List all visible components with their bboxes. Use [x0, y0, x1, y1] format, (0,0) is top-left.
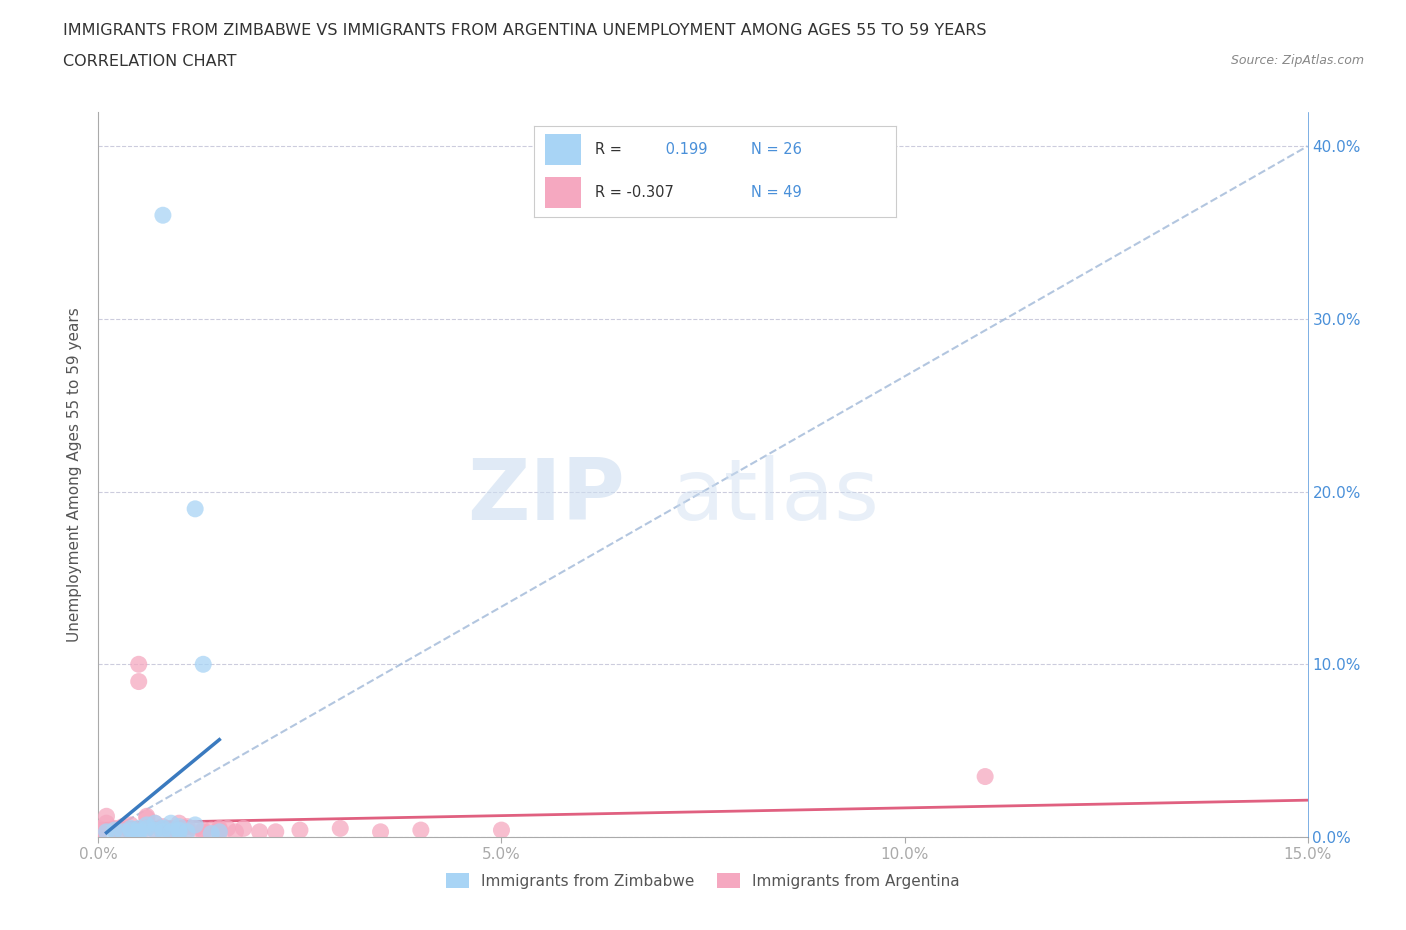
Point: [120, 824, 142, 839]
Text: CORRELATION CHART: CORRELATION CHART: [63, 54, 236, 69]
Text: ZIP: ZIP: [467, 455, 624, 538]
Point: [160, 821, 183, 836]
Point: [111, 824, 134, 839]
Point: [184, 821, 207, 836]
Point: [224, 824, 246, 839]
Text: Source: ZipAtlas.com: Source: ZipAtlas.com: [1230, 54, 1364, 67]
Point: [167, 816, 190, 830]
Point: [200, 826, 222, 841]
Point: [128, 657, 150, 671]
Point: [96, 824, 118, 839]
Point: [193, 657, 215, 671]
Point: [409, 823, 432, 838]
Point: [135, 821, 157, 836]
Point: [184, 817, 207, 832]
Point: [135, 809, 157, 824]
Point: [135, 817, 157, 832]
Point: [143, 816, 166, 830]
Point: [143, 816, 166, 830]
Point: [135, 821, 157, 836]
Point: [87, 823, 110, 838]
Point: [160, 824, 183, 839]
Point: [160, 816, 183, 830]
Point: [96, 816, 118, 830]
Point: [200, 823, 222, 838]
Point: [120, 817, 142, 832]
Point: [167, 823, 190, 838]
Point: [370, 824, 392, 839]
Point: [152, 824, 174, 839]
Y-axis label: Unemployment Among Ages 55 to 59 years: Unemployment Among Ages 55 to 59 years: [67, 307, 83, 642]
Point: [184, 501, 207, 516]
Text: atlas: atlas: [672, 455, 880, 538]
Point: [128, 674, 150, 689]
Point: [103, 823, 125, 838]
Point: [120, 821, 142, 836]
Point: [135, 811, 157, 826]
Point: [87, 821, 110, 836]
Point: [143, 823, 166, 838]
Point: [193, 824, 215, 839]
Point: [491, 823, 513, 838]
Point: [232, 821, 254, 836]
Point: [87, 826, 110, 841]
Point: [208, 821, 231, 836]
Point: [176, 824, 198, 839]
Point: [128, 824, 150, 839]
Point: [111, 823, 134, 838]
Point: [176, 819, 198, 834]
Point: [128, 826, 150, 841]
Point: [167, 824, 190, 839]
Point: [87, 824, 110, 839]
Point: [160, 824, 183, 839]
Point: [128, 821, 150, 836]
Text: IMMIGRANTS FROM ZIMBABWE VS IMMIGRANTS FROM ARGENTINA UNEMPLOYMENT AMONG AGES 55: IMMIGRANTS FROM ZIMBABWE VS IMMIGRANTS F…: [63, 23, 987, 38]
Point: [208, 823, 231, 838]
Point: [288, 823, 311, 838]
Point: [193, 823, 215, 838]
Point: [208, 824, 231, 839]
Point: [264, 824, 287, 839]
Point: [152, 819, 174, 834]
Point: [87, 824, 110, 839]
Point: [152, 821, 174, 836]
Point: [329, 821, 352, 836]
Point: [249, 824, 271, 839]
Point: [167, 819, 190, 834]
Point: [217, 821, 239, 836]
Point: [152, 207, 174, 222]
Point: [111, 819, 134, 834]
Point: [103, 821, 125, 836]
Point: [208, 824, 231, 839]
Legend: Immigrants from Zimbabwe, Immigrants from Argentina: Immigrants from Zimbabwe, Immigrants fro…: [440, 867, 966, 895]
Point: [974, 769, 997, 784]
Point: [143, 823, 166, 838]
Point: [120, 823, 142, 838]
Point: [128, 823, 150, 838]
Point: [152, 824, 174, 839]
Point: [176, 823, 198, 838]
Point: [87, 826, 110, 841]
Point: [96, 809, 118, 824]
Point: [167, 824, 190, 839]
Point: [103, 823, 125, 838]
Point: [87, 828, 110, 843]
